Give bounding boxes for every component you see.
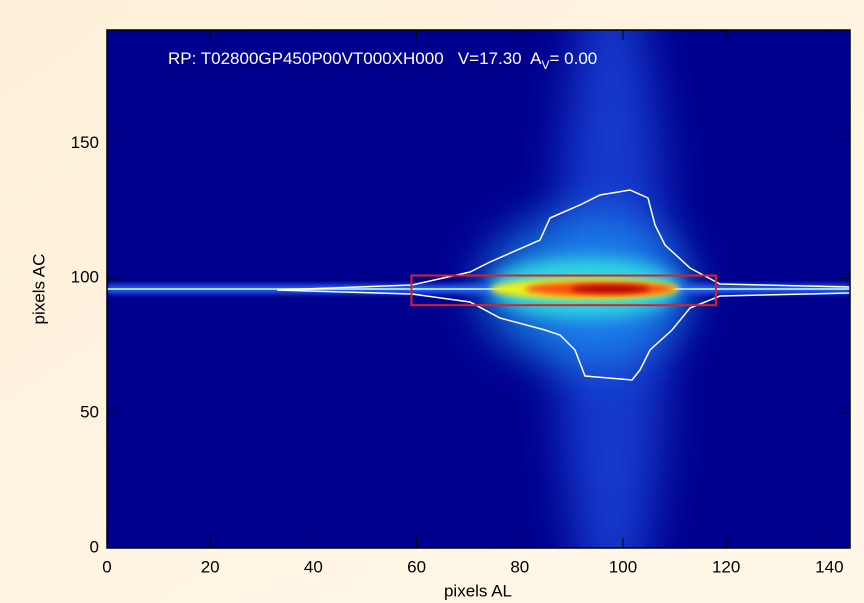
image bbox=[107, 30, 850, 548]
x-tick-label: 60 bbox=[407, 557, 426, 576]
title: RP: T02800GP450P00VT000XH000 V=17.30 AV=… bbox=[168, 49, 597, 72]
y-tick-label: 0 bbox=[90, 537, 99, 556]
highlight-box bbox=[410, 274, 717, 307]
x-axis-label: pixels AL bbox=[444, 581, 512, 600]
x-tick-label: 20 bbox=[201, 557, 220, 576]
y-tick-label: 100 bbox=[71, 268, 99, 287]
contour bbox=[276, 189, 850, 381]
core bbox=[570, 285, 650, 293]
y-tick-label: 50 bbox=[80, 403, 99, 422]
x-tick-label: 140 bbox=[815, 557, 843, 576]
x-tick-label: 100 bbox=[609, 557, 637, 576]
frame bbox=[106, 29, 851, 549]
title-part: = 0.00 bbox=[550, 49, 598, 68]
x-tick-label: 0 bbox=[102, 557, 111, 576]
y-tick-label: 150 bbox=[71, 133, 99, 152]
title-part: RP: T02800GP450P00VT000XH000 V=17.30 A bbox=[168, 49, 542, 68]
x-tick-label: 120 bbox=[712, 557, 740, 576]
trace-core bbox=[107, 288, 850, 290]
x-tick-label: 40 bbox=[304, 557, 323, 576]
title-sub: V bbox=[541, 58, 549, 72]
x-tick-label: 80 bbox=[510, 557, 529, 576]
y-axis-label: pixels AC bbox=[29, 254, 48, 325]
